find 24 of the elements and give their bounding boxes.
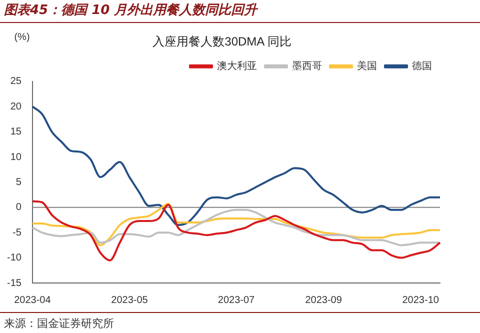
y-tick-label: -10 (7, 252, 22, 264)
x-tick-label: 2023-05 (111, 294, 148, 306)
line-series (31, 106, 441, 226)
x-tick-label: 2023-04 (14, 294, 52, 306)
source-note: 来源：国金证券研究所 (0, 312, 480, 333)
y-tick-label: 15 (10, 126, 22, 138)
y-tick-label: 0 (16, 202, 22, 214)
legend-label: 墨西哥 (292, 61, 322, 72)
y-tick-label: -15 (7, 278, 22, 289)
x-tick-label: 2023-07 (218, 294, 256, 306)
line-series (31, 200, 441, 262)
y-tick-label: 10 (10, 152, 22, 163)
y-tick-label: 20 (10, 101, 22, 112)
x-tick-label: 2023-09 (305, 294, 342, 306)
y-axis-title: (%) (14, 32, 30, 43)
y-tick-label: -5 (12, 227, 22, 238)
chart-title: 图表45：德国 10 月外出用餐人数同比回升 (0, 0, 480, 23)
legend-label: 澳大利亚 (217, 60, 257, 72)
chart-subtitle: 入座用餐人数30DMA 同比 (152, 34, 292, 49)
legend-label: 德国 (412, 61, 432, 72)
x-tick-label: 2023-10 (402, 294, 440, 306)
y-tick-label: 25 (10, 76, 22, 88)
y-tick-label: 5 (16, 176, 22, 188)
legend-label: 美国 (357, 60, 377, 72)
